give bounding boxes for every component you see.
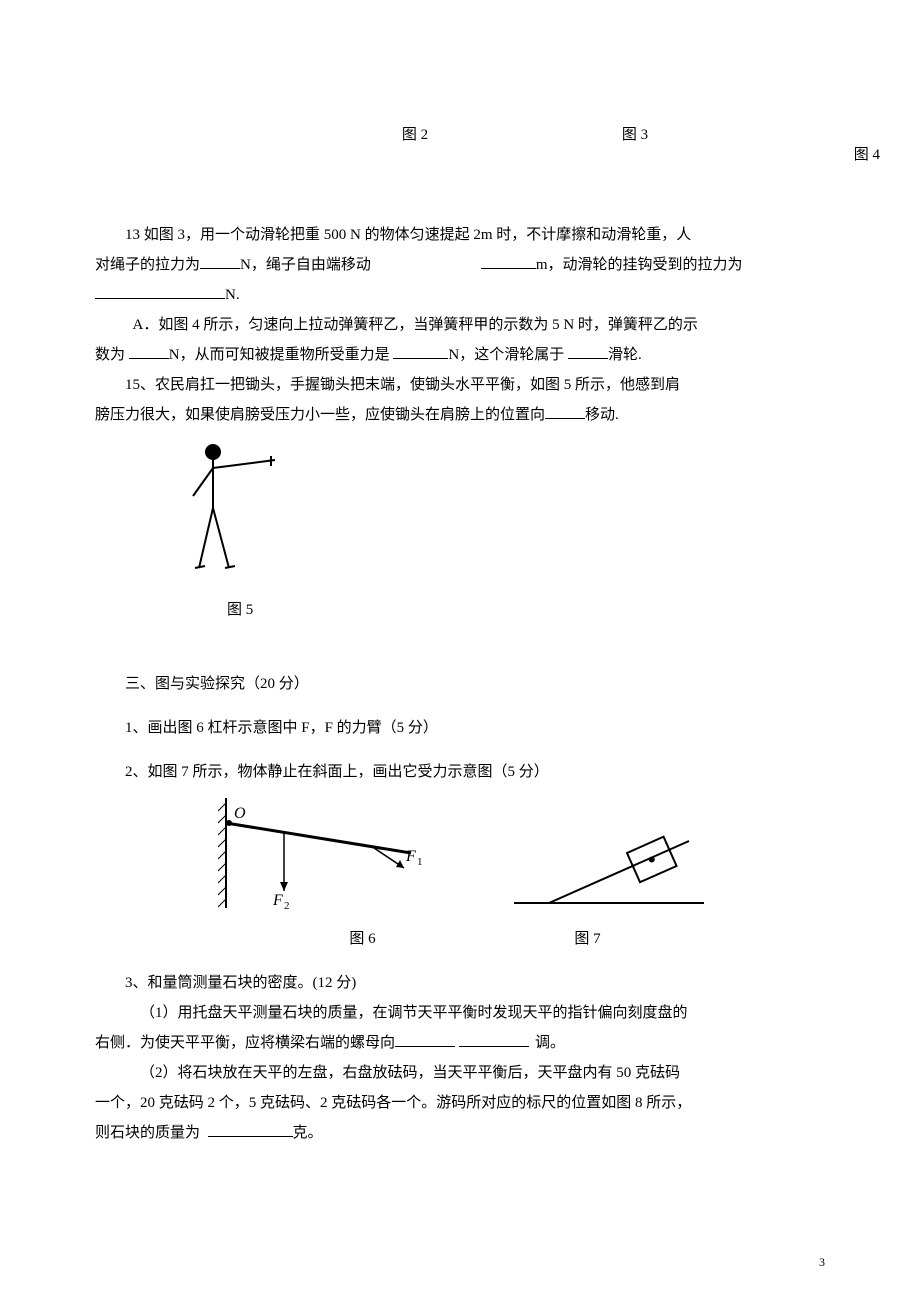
blank [95, 283, 225, 299]
q3-p1-line2: 右侧．为使天平平衡，应将横梁右端的螺母向 调。 [95, 1028, 825, 1058]
q3-p2-line1: （2）将石块放在天平的左盘，右盘放砝码，当天平平衡后，天平盘内有 50 克砝码 [95, 1058, 825, 1088]
q14-lineA: A．如图 4 所示，匀速向上拉动弹簧秤乙，当弹簧秤甲的示数为 5 N 时，弹簧秤… [95, 310, 825, 340]
section3-q2: 2、如图 7 所示，物体静止在斜面上，画出它受力示意图（5 分） [95, 757, 825, 787]
q3-p2-line3: 则石块的质量为 克。 [95, 1118, 825, 1148]
page-number: 3 [819, 1250, 825, 1274]
fig3-label: 图 3 [622, 120, 648, 150]
svg-text:F: F [405, 848, 416, 865]
q13-line3: N. [95, 280, 825, 310]
blank [200, 253, 240, 269]
section3-q1: 1、画出图 6 杠杆示意图中 F，F 的力臂（5 分） [95, 713, 825, 743]
blank [393, 343, 448, 359]
fig6-fig7-row: O F 1 F 2 [95, 793, 825, 924]
svg-text:O: O [234, 805, 246, 822]
section3-q3-title: 3、和量筒测量石块的密度。(12 分) [95, 968, 825, 998]
section3-title: 三、图与实验探究（20 分） [95, 669, 825, 699]
fig7-label: 图 7 [574, 924, 600, 954]
q14-lineB: 数为 N，从而可知被提重物所受重力是 N，这个滑轮属于 滑轮. [95, 340, 825, 370]
q13-line2: 对绳子的拉力为N，绳子自由端移动m，动滑轮的挂钩受到的拉力为 [95, 250, 825, 280]
fig67-caption: 图 6 图 7 [95, 924, 825, 954]
fig6-label: 图 6 [349, 924, 375, 954]
svg-text:2: 2 [284, 900, 290, 912]
blank [395, 1028, 535, 1043]
svg-text:1: 1 [417, 856, 423, 868]
q3-p1-line1: （1）用托盘天平测量石块的质量，在调节天平平衡时发现天平的指针偏向刻度盘的 [95, 998, 825, 1028]
fig5-image [175, 438, 825, 589]
q15-line1: 15、农民肩扛一把锄头，手握锄头把末端，使锄头水平平衡，如图 5 所示，他感到肩 [95, 370, 825, 400]
fig2-label: 图 2 [402, 120, 428, 150]
blank [545, 403, 585, 419]
blank [208, 1121, 293, 1137]
fig6-svg: O F 1 F 2 [206, 793, 436, 924]
blank [129, 343, 169, 359]
fig4-label: 图 4 [854, 140, 880, 170]
q3-p2-line2: 一个，20 克砝码 2 个，5 克砝码、2 克砝码各一个。游码所对应的标尺的位置… [95, 1088, 825, 1118]
q13-line1: 13 如图 3，用一个动滑轮把重 500 N 的物体匀速提起 2m 时，不计摩擦… [95, 220, 825, 250]
fig-2-3-caption-row: 图 2 图 3 [95, 120, 825, 150]
fig5-label: 图 5 [227, 595, 825, 625]
svg-text:F: F [272, 892, 283, 909]
blank [481, 253, 536, 269]
q15-line2: 膀压力很大，如果使肩膀受压力小一些，应使锄头在肩膀上的位置向移动. [95, 400, 825, 430]
blank [568, 343, 608, 359]
fig7-svg [504, 803, 714, 924]
